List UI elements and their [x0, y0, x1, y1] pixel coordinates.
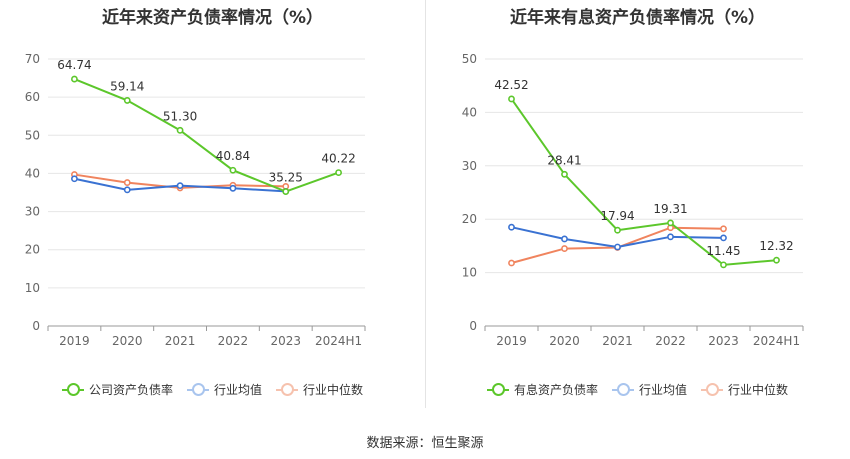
data-label: 35.25: [269, 171, 303, 185]
data-point: [123, 97, 131, 104]
x-tick-label: 2019: [59, 334, 90, 348]
legend-label: 公司资产负债率: [88, 383, 173, 397]
data-point: [667, 219, 674, 227]
data-point: [123, 186, 131, 194]
data-point: [720, 225, 727, 233]
data-point: [614, 243, 621, 251]
data-point: [176, 182, 184, 190]
legend-line-circle-icon: [61, 382, 84, 396]
x-tick-label: 2019: [496, 334, 527, 348]
data-point: [561, 245, 568, 252]
chart-legend: 有息资产负债率 行业均值 行业中位数: [425, 381, 850, 398]
legend-item-industry-median[interactable]: 行业中位数: [276, 381, 363, 398]
x-tick-label: 2020: [112, 334, 143, 348]
data-label: 11.45: [706, 244, 740, 258]
data-point: [229, 166, 237, 174]
y-tick-label: 30: [462, 159, 477, 173]
debt-ratio-chart-panel: 近年来资产负债率情况（%） 0 10 20 30 40 50 60 70 2019 2020 202…: [0, 0, 425, 420]
data-label: 59.14: [110, 79, 144, 93]
data-label: 28.41: [547, 153, 581, 167]
y-tick-label: 10: [25, 281, 40, 295]
legend-label: 行业中位数: [728, 383, 789, 397]
data-point: [71, 175, 78, 183]
legend-label: 行业均值: [638, 383, 687, 397]
x-tick-label: 2023: [270, 334, 301, 348]
legend-item-company[interactable]: 公司资产负债率: [61, 381, 173, 398]
data-point: [667, 233, 674, 241]
data-point: [614, 226, 621, 234]
panel-divider: [425, 0, 426, 408]
data-label: 12.32: [759, 239, 793, 253]
y-tick-label: 0: [32, 319, 40, 333]
legend-label: 有息资产负债率: [513, 383, 598, 397]
y-tick-label: 30: [25, 205, 40, 219]
x-tick-label: 2024H1: [315, 334, 362, 348]
chart-title: 近年来资产负债率情况（%）: [101, 8, 324, 28]
x-tick-label: 2024H1: [753, 334, 800, 348]
data-label: 64.74: [57, 58, 91, 72]
y-tick-label: 20: [25, 243, 40, 257]
data-label: 51.30: [163, 109, 197, 123]
data-point: [508, 259, 515, 267]
legend-line-circle-icon: [486, 382, 509, 396]
series-line: [510, 98, 777, 266]
legend-line-circle-icon: [611, 382, 634, 396]
y-tick-label: 50: [462, 52, 477, 66]
y-tick-label: 40: [25, 166, 40, 180]
data-point: [229, 184, 237, 192]
interest-debt-ratio-chart: 0 10 20 30 40 50 2019 2020 2021 2022 2023 2024H1 42.…: [462, 52, 804, 348]
data-point: [335, 169, 342, 176]
y-tick-label: 0: [469, 319, 477, 333]
y-tick-label: 50: [25, 128, 40, 142]
y-tick-label: 40: [462, 105, 477, 119]
data-point: [123, 179, 131, 186]
legend-line-circle-icon: [186, 382, 209, 396]
y-tick-label: 70: [25, 52, 40, 66]
debt-ratio-chart: 0 10 20 30 40 50 60 70 2019 2020 2021 2022 2023 2024H…: [25, 52, 366, 348]
source-note: 数据来源：恒生聚源: [366, 436, 484, 451]
data-label: 17.94: [600, 209, 634, 223]
x-tick-label: 2023: [708, 334, 739, 348]
data-point: [720, 234, 727, 242]
data-label: 40.84: [216, 149, 250, 163]
y-tick-label: 10: [462, 266, 477, 280]
legend-line-circle-icon: [276, 382, 298, 396]
legend-item-interest-debt[interactable]: 有息资产负债率: [486, 381, 598, 398]
data-label: 42.52: [494, 78, 528, 92]
series-line: [74, 78, 339, 193]
interest-debt-ratio-chart-panel: 近年来有息资产负债率情况（%） 0 10 20 30 40 50 2019 2020 2021 2…: [425, 0, 850, 420]
legend-label: 行业均值: [213, 383, 262, 397]
legend-item-industry-mean[interactable]: 行业均值: [611, 381, 687, 398]
data-point: [282, 188, 290, 195]
data-point: [720, 261, 727, 269]
x-tick-label: 2021: [602, 334, 633, 348]
data-point: [773, 256, 780, 264]
x-tick-label: 2022: [655, 334, 686, 348]
x-tick-label: 2022: [218, 334, 249, 348]
x-tick-label: 2021: [165, 334, 196, 348]
data-label: 40.22: [321, 152, 355, 166]
x-tick-label: 2020: [549, 334, 580, 348]
legend-item-industry-median[interactable]: 行业中位数: [701, 381, 788, 398]
legend-item-industry-mean[interactable]: 行业均值: [186, 381, 262, 398]
data-point: [71, 75, 78, 83]
legend-label: 行业中位数: [303, 383, 364, 397]
chart-title: 近年来有息资产负债率情况（%）: [509, 8, 766, 28]
data-point: [561, 170, 568, 178]
legend-line-circle-icon: [701, 382, 723, 396]
data-point: [508, 223, 515, 231]
data-label: 19.31: [653, 202, 687, 216]
y-tick-label: 60: [25, 90, 40, 104]
y-tick-label: 20: [462, 212, 477, 226]
data-point: [508, 95, 515, 103]
data-point: [561, 235, 568, 243]
data-point: [176, 126, 184, 134]
chart-legend: 公司资产负债率 行业均值 行业中位数: [0, 381, 425, 398]
